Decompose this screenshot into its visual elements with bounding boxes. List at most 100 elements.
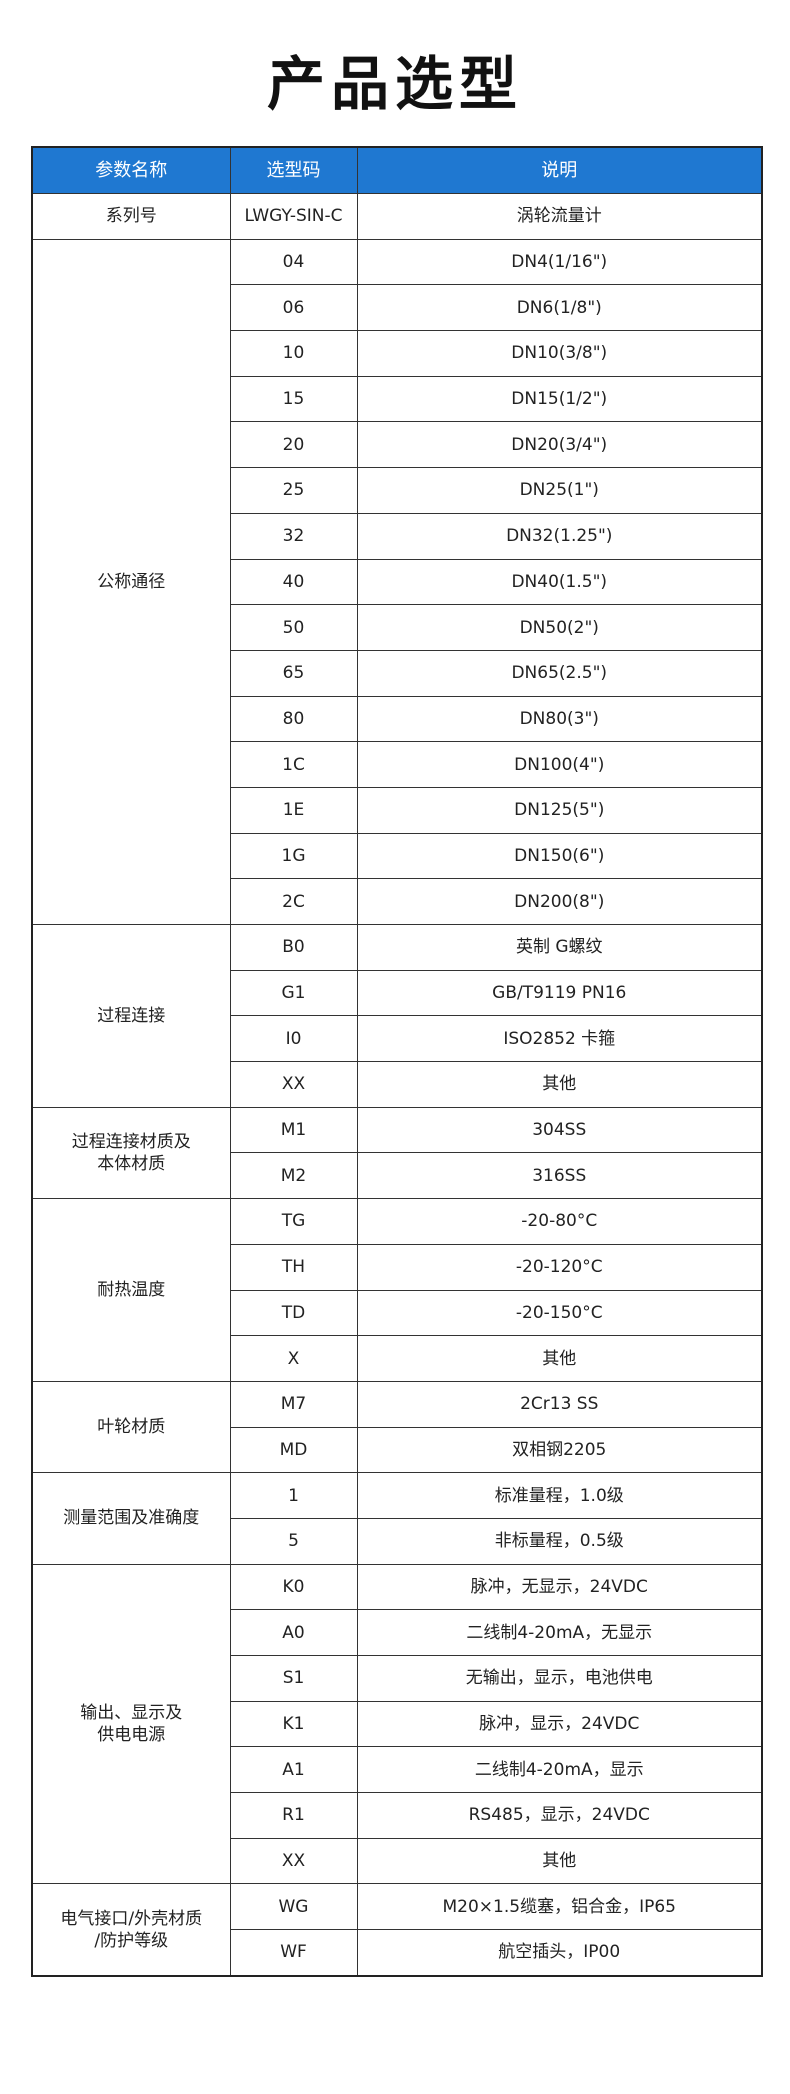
description-cell: 双相钢2205 <box>356 1426 763 1474</box>
table-row: TD -20-150°C <box>32 1289 763 1337</box>
table-row: 5 非标量程，0.5级 <box>32 1517 763 1565</box>
description-cell: 二线制4-20mA，显示 <box>356 1746 763 1794</box>
code-cell: 1G <box>229 832 358 880</box>
code-cell: WG <box>229 1883 358 1931</box>
table-row: 2C DN200(8") <box>32 878 763 925</box>
header-param-name: 参数名称 <box>31 146 231 194</box>
table-row: 80 DN80(3") <box>32 695 763 743</box>
param-name-cell: 叶轮材质 <box>31 1380 231 1474</box>
table-row: 1E DN125(5") <box>32 786 763 834</box>
param-name-cell: 公称通径 <box>31 238 231 926</box>
description-cell: DN15(1/2") <box>356 375 763 423</box>
code-cell: 15 <box>229 375 358 423</box>
code-cell: 20 <box>229 421 358 469</box>
description-cell: DN10(3/8") <box>356 330 763 377</box>
table-body: 系列号 LWGY-SIN-C 涡轮流量计 公称通径 04 DN4(1/16") 06 DN6(… <box>31 193 763 1977</box>
param-name-cell: 过程连接材质及 本体材质 <box>31 1106 231 1200</box>
table-row: A1 二线制4-20mA，显示 <box>32 1746 763 1794</box>
code-cell: 80 <box>229 695 358 743</box>
table-row: 10 DN10(3/8") <box>32 330 763 377</box>
header-code: 选型码 <box>229 146 358 194</box>
description-cell: DN200(8") <box>356 878 763 925</box>
code-cell: R1 <box>229 1792 358 1839</box>
code-cell: S1 <box>229 1655 358 1702</box>
description-cell: DN125(5") <box>356 786 763 834</box>
code-cell: WF <box>229 1929 358 1977</box>
description-cell: DN80(3") <box>356 695 763 743</box>
table-row: G1 GB/T9119 PN16 <box>32 969 763 1017</box>
code-cell: A0 <box>229 1609 358 1656</box>
description-cell: DN20(3/4") <box>356 421 763 469</box>
description-cell: DN65(2.5") <box>356 649 763 697</box>
code-cell: 06 <box>229 284 358 332</box>
description-cell: 脉冲，无显示，24VDC <box>356 1563 763 1611</box>
code-cell: 10 <box>229 330 358 377</box>
description-cell: DN4(1/16") <box>356 238 763 286</box>
description-cell: GB/T9119 PN16 <box>356 969 763 1017</box>
code-cell: G1 <box>229 969 358 1017</box>
table-row: 电气接口/外壳材质 /防护等级 WG M20×1.5缆塞，铝合金，IP65 <box>31 1883 763 1977</box>
table-row: 耐热温度 TG -20-80°C <box>31 1198 763 1382</box>
code-cell: 1C <box>229 741 358 788</box>
table-row: 公称通径 04 DN4(1/16") <box>31 238 763 926</box>
page-title: 产品选型 <box>266 50 523 118</box>
description-cell: 二线制4-20mA，无显示 <box>356 1609 763 1656</box>
param-name-cell: 电气接口/外壳材质 /防护等级 <box>31 1883 231 1977</box>
table-row: 1C DN100(4") <box>32 741 763 788</box>
code-cell: 1E <box>229 786 358 834</box>
code-cell: MD <box>229 1426 358 1474</box>
description-cell: DN150(6") <box>356 832 763 880</box>
selection-table: 参数名称 选型码 说明 系列号 LWGY-SIN-C 涡轮流量计 公称通径 04 DN4(… <box>31 146 763 1977</box>
table-row: 40 DN40(1.5") <box>32 558 763 606</box>
table-row: 15 DN15(1/2") <box>32 375 763 423</box>
table-row: WF 航空插头，IP00 <box>32 1929 763 1977</box>
param-name-cell: 系列号 <box>31 193 231 240</box>
description-cell: -20-80°C <box>356 1198 763 1245</box>
description-cell: 英制 G螺纹 <box>356 924 763 971</box>
code-cell: 2C <box>229 878 358 925</box>
description-cell: RS485，显示，24VDC <box>356 1792 763 1839</box>
code-cell: M2 <box>229 1152 358 1200</box>
description-cell: 非标量程，0.5级 <box>356 1517 763 1565</box>
description-cell: DN40(1.5") <box>356 558 763 606</box>
description-cell: 无输出，显示，电池供电 <box>356 1655 763 1702</box>
table-row: 06 DN6(1/8") <box>32 284 763 332</box>
table-row: A0 二线制4-20mA，无显示 <box>32 1609 763 1656</box>
description-cell: 304SS <box>356 1106 763 1154</box>
code-cell: TH <box>229 1243 358 1291</box>
table-row: 测量范围及准确度 1 标准量程，1.0级 <box>31 1472 763 1565</box>
code-cell: TG <box>229 1198 358 1245</box>
code-cell: M1 <box>229 1106 358 1154</box>
code-cell: 5 <box>229 1517 358 1565</box>
table-row: 32 DN32(1.25") <box>32 512 763 560</box>
param-name-cell: 测量范围及准确度 <box>31 1472 231 1565</box>
description-cell: 其他 <box>356 1061 763 1108</box>
code-cell: TD <box>229 1289 358 1337</box>
code-cell: 04 <box>229 238 358 286</box>
param-name-cell: 输出、显示及 供电电源 <box>31 1563 231 1885</box>
description-cell: DN6(1/8") <box>356 284 763 332</box>
table-row: I0 ISO2852 卡箍 <box>32 1015 763 1063</box>
header-description: 说明 <box>356 146 763 194</box>
description-cell: 航空插头，IP00 <box>356 1929 763 1977</box>
table-row: K1 脉冲，显示，24VDC <box>32 1700 763 1748</box>
table-row: 输出、显示及 供电电源 K0 脉冲，无显示，24VDC <box>31 1563 763 1885</box>
description-cell: 涡轮流量计 <box>356 193 763 240</box>
description-cell: DN50(2") <box>356 604 763 651</box>
table-row: 50 DN50(2") <box>32 604 763 651</box>
param-name-cell: 过程连接 <box>31 924 231 1108</box>
table-row: 过程连接 B0 英制 G螺纹 <box>31 924 763 1108</box>
param-name-cell: 耐热温度 <box>31 1198 231 1382</box>
code-cell: B0 <box>229 924 358 971</box>
code-cell: LWGY-SIN-C <box>229 193 358 240</box>
description-cell: DN25(1") <box>356 467 763 514</box>
code-cell: XX <box>229 1061 358 1108</box>
description-cell: 316SS <box>356 1152 763 1200</box>
code-cell: 40 <box>229 558 358 606</box>
description-cell: DN32(1.25") <box>356 512 763 560</box>
code-cell: 1 <box>229 1472 358 1519</box>
table-row: 叶轮材质 M7 2Cr13 SS <box>31 1380 763 1474</box>
description-cell: ISO2852 卡箍 <box>356 1015 763 1063</box>
code-cell: M7 <box>229 1380 358 1428</box>
description-cell: M20×1.5缆塞，铝合金，IP65 <box>356 1883 763 1931</box>
